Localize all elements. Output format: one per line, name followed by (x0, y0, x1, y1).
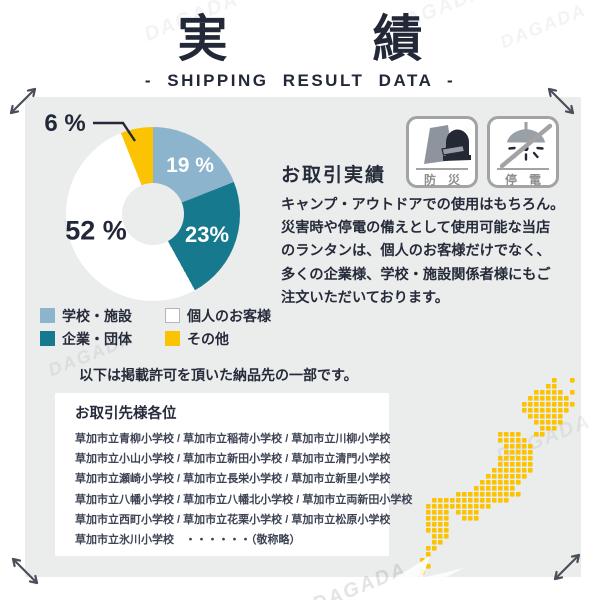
body-line: のランタンは、個人のお客様だけでなく、 (281, 243, 551, 260)
body-line: 災害時や停電の備えとして使用可能な当店 (281, 220, 551, 237)
slice-label-companies: 23% (184, 222, 230, 247)
badge-label: 防災 (423, 173, 472, 187)
no-power-lamp-icon (499, 122, 553, 168)
badge-divider (416, 168, 468, 170)
legend-swatch (165, 308, 180, 323)
donut-chart (66, 127, 240, 301)
emergency-bag-icon (424, 125, 471, 164)
client-list-box: お取引先様各位 草加市立青柳小学校 / 草加市立稲荷小学校 / 草加市立川柳小学… (55, 393, 412, 556)
trade-record-description: キャンプ・アウトドアでの使用はもちろん。 災害時や停電の備えとして使用可能な当店… (281, 194, 577, 310)
badge-divider (497, 168, 549, 170)
body-line: 多くの企業様、学校・施設関係者様にもご (281, 266, 551, 283)
client-line: 草加市立西町小学校 / 草加市立花栗小学校 / 草加市立松原小学校 (75, 513, 391, 526)
legend-label: その他 (187, 330, 229, 347)
client-list-lines: 草加市立青柳小学校 / 草加市立稲荷小学校 / 草加市立川柳小学校 草加市立小山… (75, 429, 412, 550)
corner-mark-top-right (547, 87, 575, 115)
page-title: 実 績 (0, 14, 600, 64)
slice-label-schools: 19 % (166, 154, 214, 177)
legend-label: 個人のお客様 (187, 307, 271, 324)
donut-hole (122, 183, 184, 245)
slice-label-individuals: 52 % (65, 215, 127, 246)
japan-map (420, 378, 575, 575)
client-line: 草加市立青柳小学校 / 草加市立稲荷小学校 / 草加市立川柳小学校 (75, 433, 391, 445)
badge-label: 停電 (504, 173, 553, 187)
power-outage-badge: 停電 (487, 116, 559, 188)
legend-item-schools: 学校・施設 (40, 304, 163, 327)
title-char-right: 績 (372, 11, 423, 67)
body-line: キャンプ・アウトドアでの使用はもちろん。 (281, 197, 565, 213)
legend-swatch (165, 331, 180, 346)
client-line: 草加市立氷川小学校 ・・・・・・（敬称略） (75, 534, 301, 547)
trade-record-heading: お取引実績 (281, 165, 387, 186)
page-subtitle: - SHIPPING RESULT DATA - (144, 71, 456, 90)
slice-leader-line (93, 121, 136, 142)
client-list-heading: お取引先様各位 (75, 406, 177, 422)
corner-mark-bottom-left (11, 557, 39, 585)
legend-item-others: その他 (165, 327, 271, 350)
client-line: 草加市立瀬崎小学校 / 草加市立長栄小学校 / 草加市立新里小学校 (75, 473, 391, 486)
delivery-note: 以下は掲載許可を頂いた納品先の一部です。 (79, 367, 358, 383)
legend-label: 企業・団体 (62, 330, 132, 347)
legend-item-companies: 企業・団体 (40, 327, 163, 350)
body-line: 注文いただいております。 (281, 289, 449, 306)
title-char-left: 実 (177, 11, 228, 67)
slice-label-others: 6 % (44, 110, 86, 137)
legend-swatch (40, 308, 55, 323)
chart-legend: 学校・施設 個人のお客様 企業・団体 その他 (40, 304, 271, 350)
client-line: 草加市立八幡小学校 / 草加市立八幡北小学校 / 草加市立両新田小学校 (75, 493, 413, 506)
corner-mark-bottom-right (553, 553, 581, 581)
legend-item-individuals: 個人のお客様 (165, 304, 271, 327)
legend-swatch (40, 331, 55, 346)
client-line: 草加市立小山小学校 / 草加市立新田小学校 / 草加市立清門小学校 (75, 453, 391, 466)
corner-mark-top-left (9, 87, 37, 115)
legend-label: 学校・施設 (62, 307, 132, 324)
disaster-prevention-badge: 防災 (406, 116, 478, 188)
